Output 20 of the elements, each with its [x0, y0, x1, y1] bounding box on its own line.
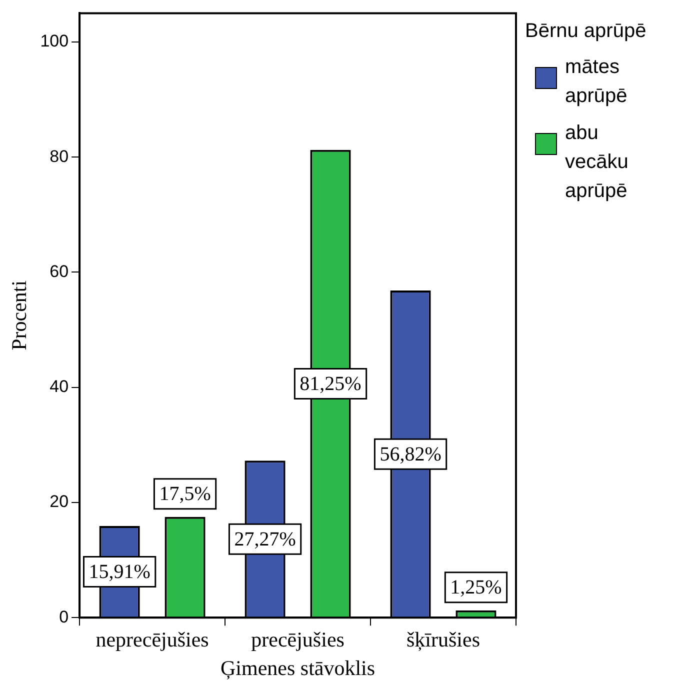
- y-tick-label: 60: [50, 262, 69, 281]
- y-axis-title: Procenti: [7, 280, 32, 350]
- data-label: 17,5%: [159, 483, 211, 506]
- data-label: 27,27%: [234, 528, 296, 550]
- data-label: 56,82%: [380, 443, 442, 466]
- legend-title: Bērnu aprūpē: [525, 20, 648, 43]
- x-axis-title: Ģimenes stāvoklis: [220, 656, 376, 680]
- legend-label: mātes aprūpē: [565, 55, 628, 109]
- x-tick-label: šķīrušies: [406, 628, 480, 652]
- y-tick-label: 40: [50, 377, 69, 396]
- x-tick-label: neprecējušies: [96, 628, 209, 652]
- data-label: 15,91%: [88, 561, 150, 584]
- legend-label: abu vecāku aprūpē: [565, 121, 630, 204]
- y-tick-label: 0: [59, 607, 69, 626]
- x-tick-label: precējušies: [251, 628, 344, 652]
- y-tick-label: 100: [40, 32, 69, 51]
- data-label: 81,25%: [300, 373, 362, 396]
- data-label: 1,25%: [450, 576, 502, 599]
- y-tick-label: 80: [50, 146, 69, 166]
- y-tick-label: 20: [50, 492, 69, 512]
